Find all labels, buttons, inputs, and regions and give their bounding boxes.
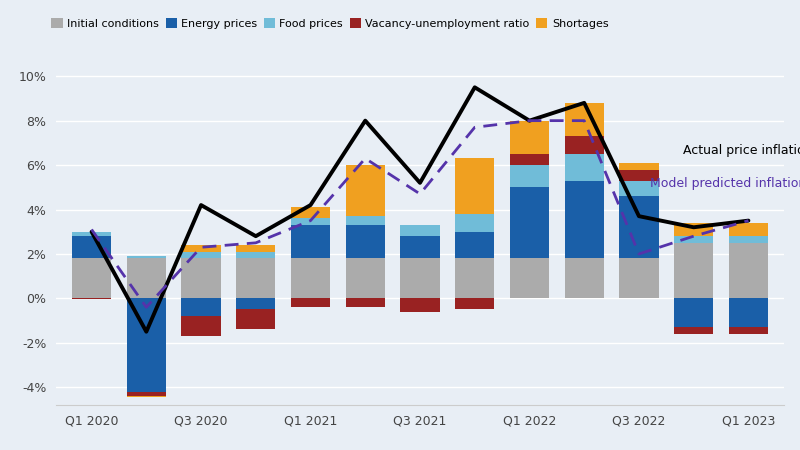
Bar [72, 232, 111, 236]
Bar [674, 236, 714, 243]
Bar [619, 180, 658, 196]
Bar [729, 298, 768, 327]
Bar [182, 245, 221, 252]
Bar [236, 310, 275, 329]
Bar [455, 298, 494, 310]
Text: Actual price inflation: Actual price inflation [682, 144, 800, 157]
Bar [455, 258, 494, 298]
Bar [72, 236, 111, 258]
Bar [400, 236, 440, 258]
Bar [346, 258, 385, 298]
Bar [346, 225, 385, 258]
Bar [565, 258, 604, 298]
Bar [346, 298, 385, 307]
Bar [455, 232, 494, 258]
Bar [729, 236, 768, 243]
Bar [510, 165, 549, 187]
Bar [291, 225, 330, 258]
Bar [674, 243, 714, 298]
Bar [455, 214, 494, 232]
Bar [236, 252, 275, 258]
Bar [400, 298, 440, 312]
Bar [619, 163, 658, 170]
Bar [236, 245, 275, 252]
Bar [291, 298, 330, 307]
Bar [126, 298, 166, 392]
Bar [729, 327, 768, 334]
Bar [729, 223, 768, 236]
Bar [565, 180, 604, 258]
Bar [182, 258, 221, 298]
Bar [565, 103, 604, 136]
Bar [291, 218, 330, 225]
Bar [729, 243, 768, 298]
Bar [565, 136, 604, 154]
Bar [510, 154, 549, 165]
Legend: Initial conditions, Energy prices, Food prices, Vacancy-unemployment ratio, Shor: Initial conditions, Energy prices, Food … [47, 14, 613, 33]
Bar [126, 256, 166, 258]
Bar [400, 225, 440, 236]
Bar [674, 298, 714, 327]
Bar [236, 258, 275, 298]
Bar [182, 298, 221, 316]
Bar [72, 298, 111, 300]
Bar [126, 258, 166, 298]
Bar [236, 298, 275, 310]
Bar [619, 170, 658, 180]
Bar [455, 158, 494, 214]
Bar [346, 216, 385, 225]
Bar [510, 258, 549, 298]
Bar [126, 392, 166, 396]
Bar [510, 121, 549, 154]
Bar [400, 258, 440, 298]
Bar [72, 258, 111, 298]
Bar [674, 223, 714, 236]
Bar [346, 165, 385, 216]
Bar [291, 207, 330, 218]
Bar [182, 252, 221, 258]
Bar [565, 154, 604, 180]
Bar [291, 258, 330, 298]
Bar [126, 396, 166, 397]
Text: Model predicted inflation: Model predicted inflation [650, 177, 800, 190]
Bar [182, 316, 221, 336]
Bar [674, 327, 714, 334]
Bar [619, 258, 658, 298]
Bar [619, 196, 658, 258]
Bar [510, 187, 549, 258]
